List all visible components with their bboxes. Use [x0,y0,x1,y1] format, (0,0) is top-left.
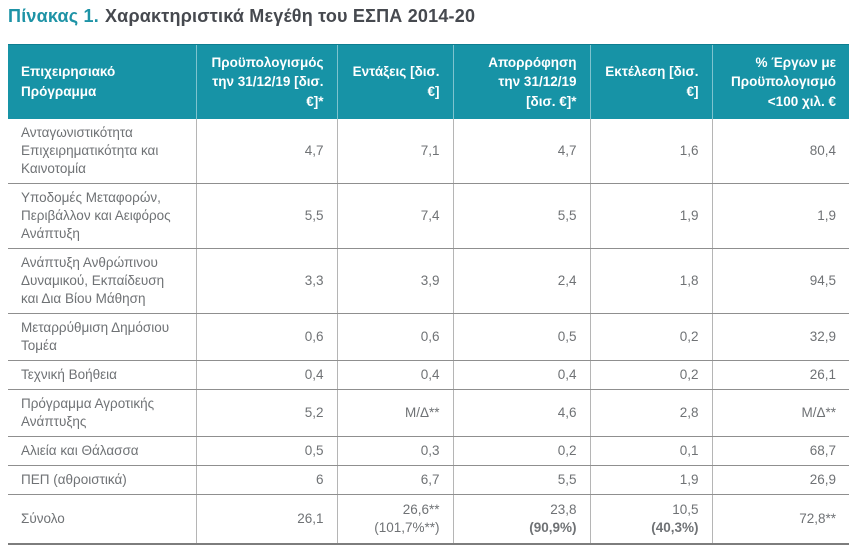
budget-cell: 0,4 [195,360,337,391]
absorption-cell: 0,4 [452,360,590,391]
table-body: Ανταγωνιστικότητα Επιχειρηματικότητα και… [8,119,849,546]
table-row-antagonistikotita: Ανταγωνιστικότητα Επιχειρηματικότητα και… [8,119,849,185]
programme-name-cell: Ανάπτυξη Ανθρώπινου Δυναμικού, Εκπαίδευσ… [8,248,196,315]
entaxeis-cell: 3,9 [336,248,453,315]
execution-cell: 1,6 [589,119,712,185]
table-title-text: Χαρακτηριστικά Μεγέθη του ΕΣΠΑ 2014-20 [104,6,476,26]
espa-characteristics-table: Επιχειρησιακό Πρόγραμμα Προϋπολογισμός τ… [8,43,849,546]
budget-cell: 6 [195,465,337,496]
total-execution-value: 10,5 [672,502,699,518]
entaxeis-cell: 6,7 [336,465,453,496]
execution-cell: 1,9 [589,465,712,496]
total-execution-percentage: (40,3%) [651,520,699,536]
entaxeis-cell: Μ/Δ** [336,389,453,438]
execution-cell: 0,2 [589,360,712,391]
table-row-pep: ΠΕΠ (αθροιστικά) 6 6,7 5,5 1,9 26,9 [8,465,849,496]
programme-name-cell: Ανταγωνιστικότητα Επιχειρηματικότητα και… [8,119,196,185]
pct-cell: 1,9 [711,183,849,250]
table-row-metarrythmisi: Μεταρρύθμιση Δημόσιου Τομέα 0,6 0,6 0,5 … [8,313,849,362]
col-header-execution: Εκτέλεση [δισ. €] [589,43,712,120]
pct-cell: 26,1 [711,360,849,391]
entaxeis-cell: 7,4 [336,183,453,250]
absorption-cell: 2,4 [452,248,590,315]
programme-name-cell: Πρόγραμμα Αγροτικής Ανάπτυξης [8,389,196,438]
entaxeis-cell: 7,1 [336,119,453,185]
table-row-alieia: Αλιεία και Θάλασσα 0,5 0,3 0,2 0,1 68,7 [8,436,849,467]
absorption-cell: 0,5 [452,313,590,362]
budget-cell: 0,6 [195,313,337,362]
budget-cell: 5,2 [195,389,337,438]
col-header-pct-projects: % Έργων με Προϋπολογισμό <100 χιλ. € [711,43,849,120]
execution-cell: 1,9 [589,183,712,250]
budget-cell: 4,7 [195,119,337,185]
total-entaxeis-cell: 26,6** (101,7%**) [336,494,453,546]
pct-cell: 94,5 [711,248,849,315]
pct-cell: 80,4 [711,119,849,185]
pct-cell: 32,9 [711,313,849,362]
table-header: Επιχειρησιακό Πρόγραμμα Προϋπολογισμός τ… [8,43,849,120]
absorption-cell: 5,5 [452,465,590,496]
col-header-budget: Προϋπολογισμός την 31/12/19 [δισ. €]* [195,43,337,120]
col-header-absorption: Απορρόφηση την 31/12/19 [δισ. €]* [452,43,590,120]
execution-cell: 1,8 [589,248,712,315]
absorption-cell: 4,6 [452,389,590,438]
total-absorption-percentage: (90,9%) [529,520,577,536]
pct-cell: Μ/Δ** [711,389,849,438]
programme-name-cell: Τεχνική Βοήθεια [8,360,196,391]
total-execution-cell: 10,5 (40,3%) [589,494,712,546]
table-number-label: Πίνακας 1. [8,6,99,26]
execution-cell: 0,1 [589,436,712,467]
total-entaxeis-value: 26,6** [402,502,440,518]
table-title: Πίνακας 1. Χαρακτηριστικά Μεγέθη του ΕΣΠΑ… [8,6,849,28]
total-entaxeis-percentage: (101,7%**) [374,520,440,536]
entaxeis-cell: 0,6 [336,313,453,362]
table-row-texniki-voitheia: Τεχνική Βοήθεια 0,4 0,4 0,4 0,2 26,1 [8,360,849,391]
budget-cell: 0,5 [195,436,337,467]
execution-cell: 2,8 [589,389,712,438]
total-row: Σύνολο 26,1 26,6** (101,7%**) 23,8 (90,9… [8,494,849,546]
execution-cell: 0,2 [589,313,712,362]
header-row: Επιχειρησιακό Πρόγραμμα Προϋπολογισμός τ… [8,43,849,120]
pct-cell: 26,9 [711,465,849,496]
table-row-agrotiki-anaptyxi: Πρόγραμμα Αγροτικής Ανάπτυξης 5,2 Μ/Δ** … [8,389,849,438]
total-absorption-cell: 23,8 (90,9%) [452,494,590,546]
programme-name-cell: Μεταρρύθμιση Δημόσιου Τομέα [8,313,196,362]
absorption-cell: 0,2 [452,436,590,467]
total-pct-cell: 72,8** [711,494,849,546]
pct-cell: 68,7 [711,436,849,467]
total-absorption-value: 23,8 [550,502,577,518]
budget-cell: 5,5 [195,183,337,250]
table-row-anaptyxi-anthropinou: Ανάπτυξη Ανθρώπινου Δυναμικού, Εκπαίδευσ… [8,248,849,315]
programme-name-cell: Αλιεία και Θάλασσα [8,436,196,467]
budget-cell: 3,3 [195,248,337,315]
absorption-cell: 4,7 [452,119,590,185]
col-header-operational-programme: Επιχειρησιακό Πρόγραμμα [8,43,196,120]
total-label-cell: Σύνολο [8,494,196,546]
entaxeis-cell: 0,4 [336,360,453,391]
entaxeis-cell: 0,3 [336,436,453,467]
absorption-cell: 5,5 [452,183,590,250]
table-row-ypodomes: Υποδομές Μεταφορών, Περιβάλλον και Αειφό… [8,183,849,250]
total-budget-cell: 26,1 [195,494,337,546]
programme-name-cell: Υποδομές Μεταφορών, Περιβάλλον και Αειφό… [8,183,196,250]
col-header-entaxeis: Εντάξεις [δισ. €] [336,43,453,120]
programme-name-cell: ΠΕΠ (αθροιστικά) [8,465,196,496]
